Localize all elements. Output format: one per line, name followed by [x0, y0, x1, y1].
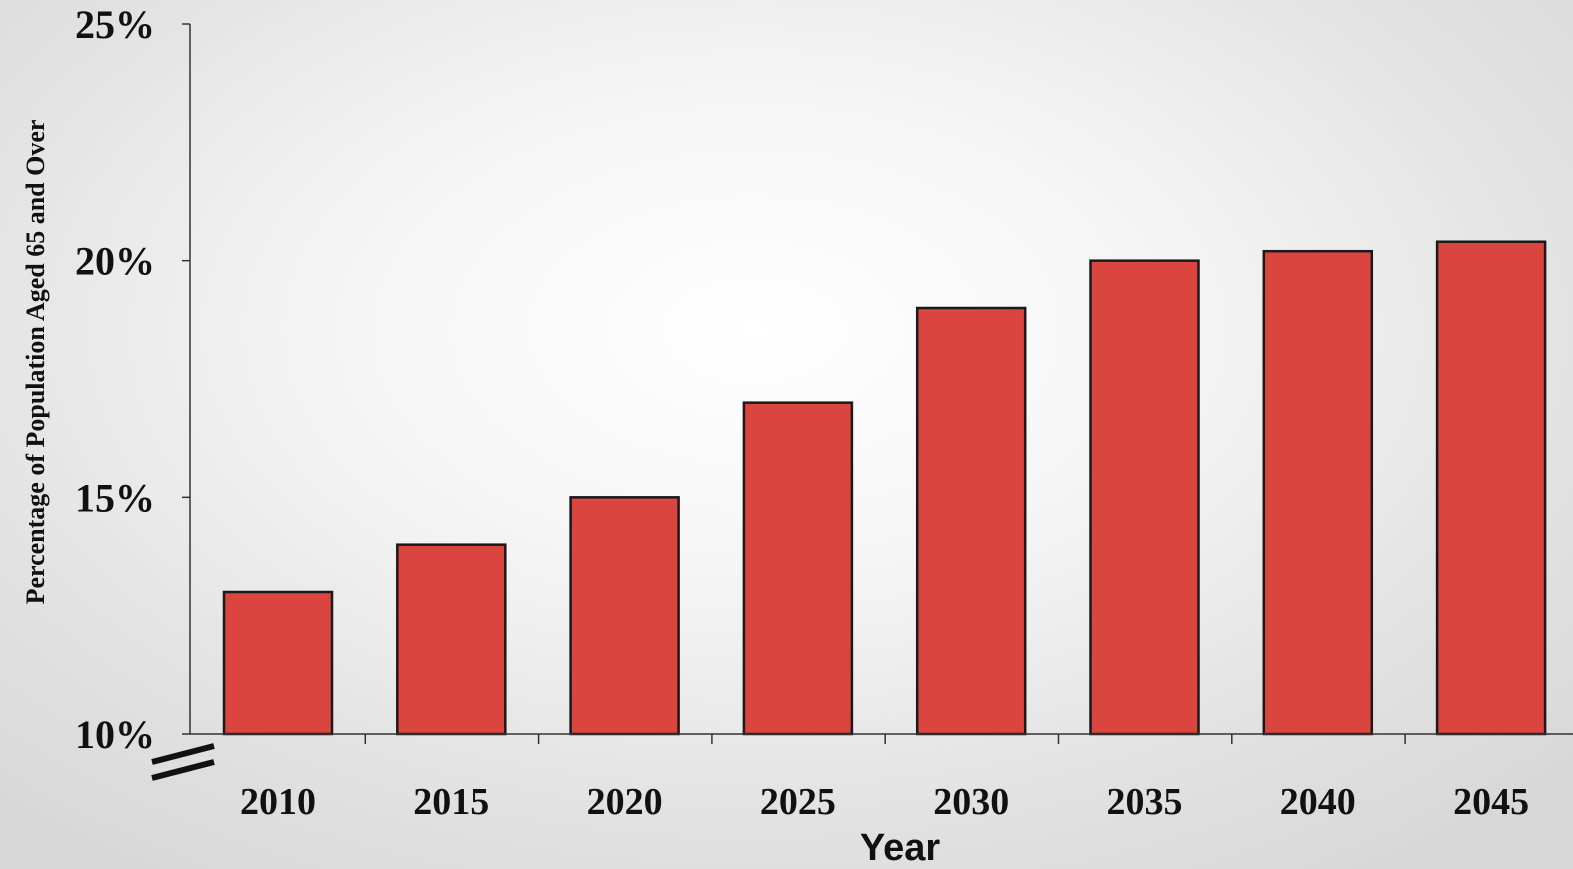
y-axis-label: Percentage of Population Aged 65 and Ove…	[21, 120, 50, 605]
bar	[1089, 259, 1200, 736]
y-tick-label: 15%	[75, 475, 155, 520]
x-tick-label: 2035	[1107, 781, 1183, 823]
y-ticks-group: 10% 15% 20% 25%	[75, 2, 190, 757]
x-ticks-group: 2010 2015 2020 2025 2030 2035 2040 2045	[240, 734, 1529, 823]
bar	[1435, 240, 1547, 736]
y-tick-label: 10%	[75, 712, 155, 757]
bars-group	[222, 240, 1547, 736]
bar	[915, 306, 1027, 736]
bar	[396, 543, 507, 736]
x-tick-label: 2040	[1280, 781, 1356, 823]
axis-break-line	[151, 759, 215, 781]
y-tick-label: 20%	[75, 239, 155, 284]
axes-group	[189, 24, 1573, 735]
x-tick-label: 2030	[933, 781, 1009, 823]
x-tick-label: 2045	[1453, 781, 1529, 823]
x-axis-label: Year	[860, 827, 941, 869]
x-tick-label: 2010	[240, 781, 316, 823]
x-tick-label: 2025	[760, 781, 836, 823]
y-tick-label: 25%	[75, 2, 155, 47]
axis-break-line	[151, 743, 215, 765]
bar	[222, 590, 334, 736]
axis-break-mark	[151, 743, 215, 781]
bar	[569, 496, 680, 736]
bar	[1262, 249, 1374, 736]
x-tick-label: 2020	[587, 781, 663, 823]
bar	[742, 401, 854, 736]
x-tick-label: 2015	[413, 781, 489, 823]
